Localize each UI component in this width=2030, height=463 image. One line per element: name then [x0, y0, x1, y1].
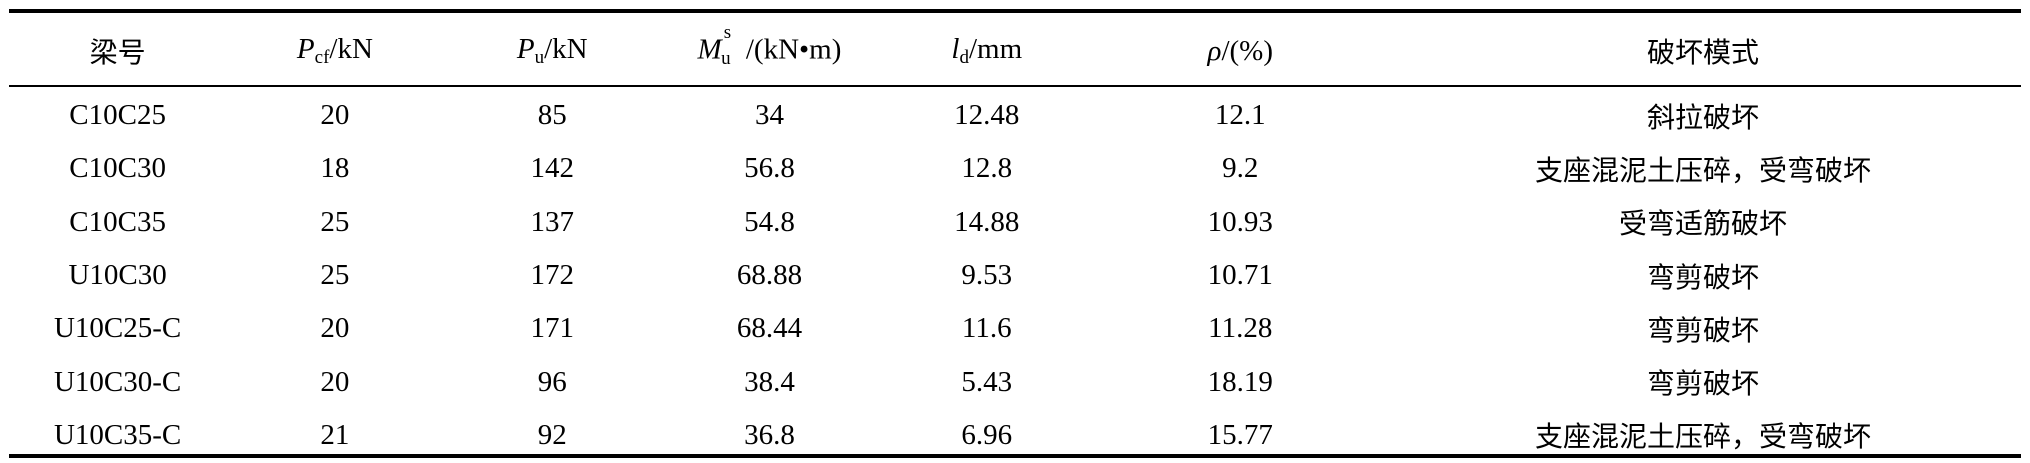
header-beam: 梁号: [9, 13, 226, 89]
cell-rho: 9.2: [1222, 152, 1259, 185]
header-ld-unit: /mm: [968, 33, 1023, 65]
header-pcf-subscript: cf: [314, 47, 330, 68]
cell-pcf: 18: [320, 152, 350, 185]
cell-mode: 受弯适筋破坏: [1619, 207, 1788, 241]
cell-beam: U10C35-C: [53, 418, 182, 451]
header-pu-subscript: u: [534, 47, 545, 68]
cell-mu: 38.4: [744, 365, 795, 398]
cell-pcf: 25: [320, 205, 350, 238]
cell-pcf: 20: [320, 312, 350, 345]
cell-pcf: 20: [320, 365, 350, 398]
beam-results-table: 梁号 Pcf/kN Pu/kN Msu /(kN•m) ld/mm ρ/(%) …: [9, 13, 2021, 462]
cell-ld: 9.53: [961, 259, 1013, 292]
cell-ld: 12.48: [954, 99, 1020, 132]
cell-pu: 172: [530, 259, 574, 292]
cell-ld: 6.96: [961, 418, 1013, 451]
cell-mode: 弯剪破坏: [1647, 313, 1760, 347]
cell-beam: U10C25-C: [53, 312, 182, 345]
table-row: U10C35-C 21 92 36.8 6.96 15.77 支座混泥土压碎，受…: [9, 409, 2021, 462]
cell-beam: U10C30-C: [53, 365, 182, 398]
table-row: C10C35 25 137 54.8 14.88 10.93 受弯适筋破坏: [9, 196, 2021, 249]
cell-pu: 85: [537, 99, 567, 132]
header-ld-subscript: d: [959, 47, 969, 68]
header-pcf: Pcf/kN: [226, 13, 443, 89]
cell-rho: 18.19: [1207, 365, 1273, 398]
table-top-rule: [9, 9, 2021, 13]
cell-rho: 10.71: [1207, 259, 1273, 292]
table-row: U10C30-C 20 96 38.4 5.43 18.19 弯剪破坏: [9, 355, 2021, 408]
cell-beam: U10C30: [68, 259, 167, 292]
cell-ld: 11.6: [961, 312, 1012, 345]
cell-rho: 12.1: [1214, 99, 1266, 132]
cell-rho: 10.93: [1207, 205, 1273, 238]
table-row: U10C25-C 20 171 68.44 11.6 11.28 弯剪破坏: [9, 302, 2021, 355]
cell-pu: 171: [530, 312, 574, 345]
header-pu-symbol: P: [516, 33, 535, 65]
cell-ld: 5.43: [961, 365, 1013, 398]
cell-mu: 68.44: [736, 312, 803, 345]
header-mode-label: 破坏模式: [1647, 36, 1760, 69]
cell-rho: 15.77: [1207, 418, 1273, 451]
cell-rho: 11.28: [1208, 312, 1273, 345]
header-pu: Pu/kN: [444, 13, 661, 89]
cell-mu: 68.88: [736, 259, 803, 292]
cell-mode: 斜拉破坏: [1647, 100, 1760, 134]
table-header-rule: [9, 85, 2021, 87]
cell-beam: C10C25: [69, 99, 166, 132]
cell-mu: 56.8: [744, 152, 795, 185]
header-ld-symbol: l: [951, 33, 960, 65]
header-row: 梁号 Pcf/kN Pu/kN Msu /(kN•m) ld/mm ρ/(%) …: [9, 13, 2021, 89]
table-header: 梁号 Pcf/kN Pu/kN Msu /(kN•m) ld/mm ρ/(%) …: [9, 13, 2021, 89]
header-rho-unit: /(%): [1221, 34, 1273, 67]
header-rho: ρ/(%): [1095, 13, 1385, 89]
header-pu-unit: /kN: [544, 33, 588, 65]
cell-mode: 支座混泥土压碎，受弯破坏: [1535, 420, 1872, 454]
cell-mu: 36.8: [744, 418, 795, 451]
header-pcf-unit: /kN: [329, 33, 373, 65]
cell-ld: 12.8: [961, 152, 1013, 185]
header-ld: ld/mm: [878, 13, 1095, 89]
cell-mu: 54.8: [744, 205, 795, 238]
header-mu-subscript: u: [721, 47, 731, 69]
cell-pu: 96: [537, 365, 567, 398]
cell-pcf: 21: [320, 418, 350, 451]
header-mu-superscript: s: [723, 22, 732, 44]
data-table-container: 梁号 Pcf/kN Pu/kN Msu /(kN•m) ld/mm ρ/(%) …: [9, 9, 2021, 458]
table-body: C10C25 20 85 34 12.48 12.1 斜拉破坏 C10C30 1…: [9, 89, 2021, 462]
cell-pu: 142: [530, 152, 574, 185]
cell-pcf: 20: [320, 99, 350, 132]
cell-mode: 弯剪破坏: [1647, 260, 1760, 294]
cell-ld: 14.88: [954, 205, 1020, 238]
cell-pcf: 25: [320, 259, 350, 292]
table-row: C10C30 18 142 56.8 12.8 9.2 支座混泥土压碎，受弯破坏: [9, 142, 2021, 195]
header-beam-label: 梁号: [89, 36, 146, 69]
cell-beam: C10C30: [69, 152, 166, 185]
cell-mode: 弯剪破坏: [1647, 367, 1760, 401]
header-mu-symbol: M: [697, 33, 722, 66]
header-mu-unit: /(kN•m): [738, 33, 842, 66]
cell-beam: C10C35: [69, 205, 166, 238]
header-pcf-symbol: P: [296, 33, 315, 65]
cell-pu: 92: [537, 418, 567, 451]
cell-pu: 137: [530, 205, 574, 238]
table-row: C10C25 20 85 34 12.48 12.1 斜拉破坏: [9, 89, 2021, 142]
cell-mu: 34: [754, 99, 784, 132]
header-mode: 破坏模式: [1385, 13, 2021, 89]
table-bottom-rule: [9, 454, 2021, 458]
table-row: U10C30 25 172 68.88 9.53 10.71 弯剪破坏: [9, 249, 2021, 302]
header-rho-symbol: ρ: [1207, 34, 1222, 67]
header-mu: Msu /(kN•m): [661, 13, 878, 89]
cell-mode: 支座混泥土压碎，受弯破坏: [1535, 153, 1872, 187]
